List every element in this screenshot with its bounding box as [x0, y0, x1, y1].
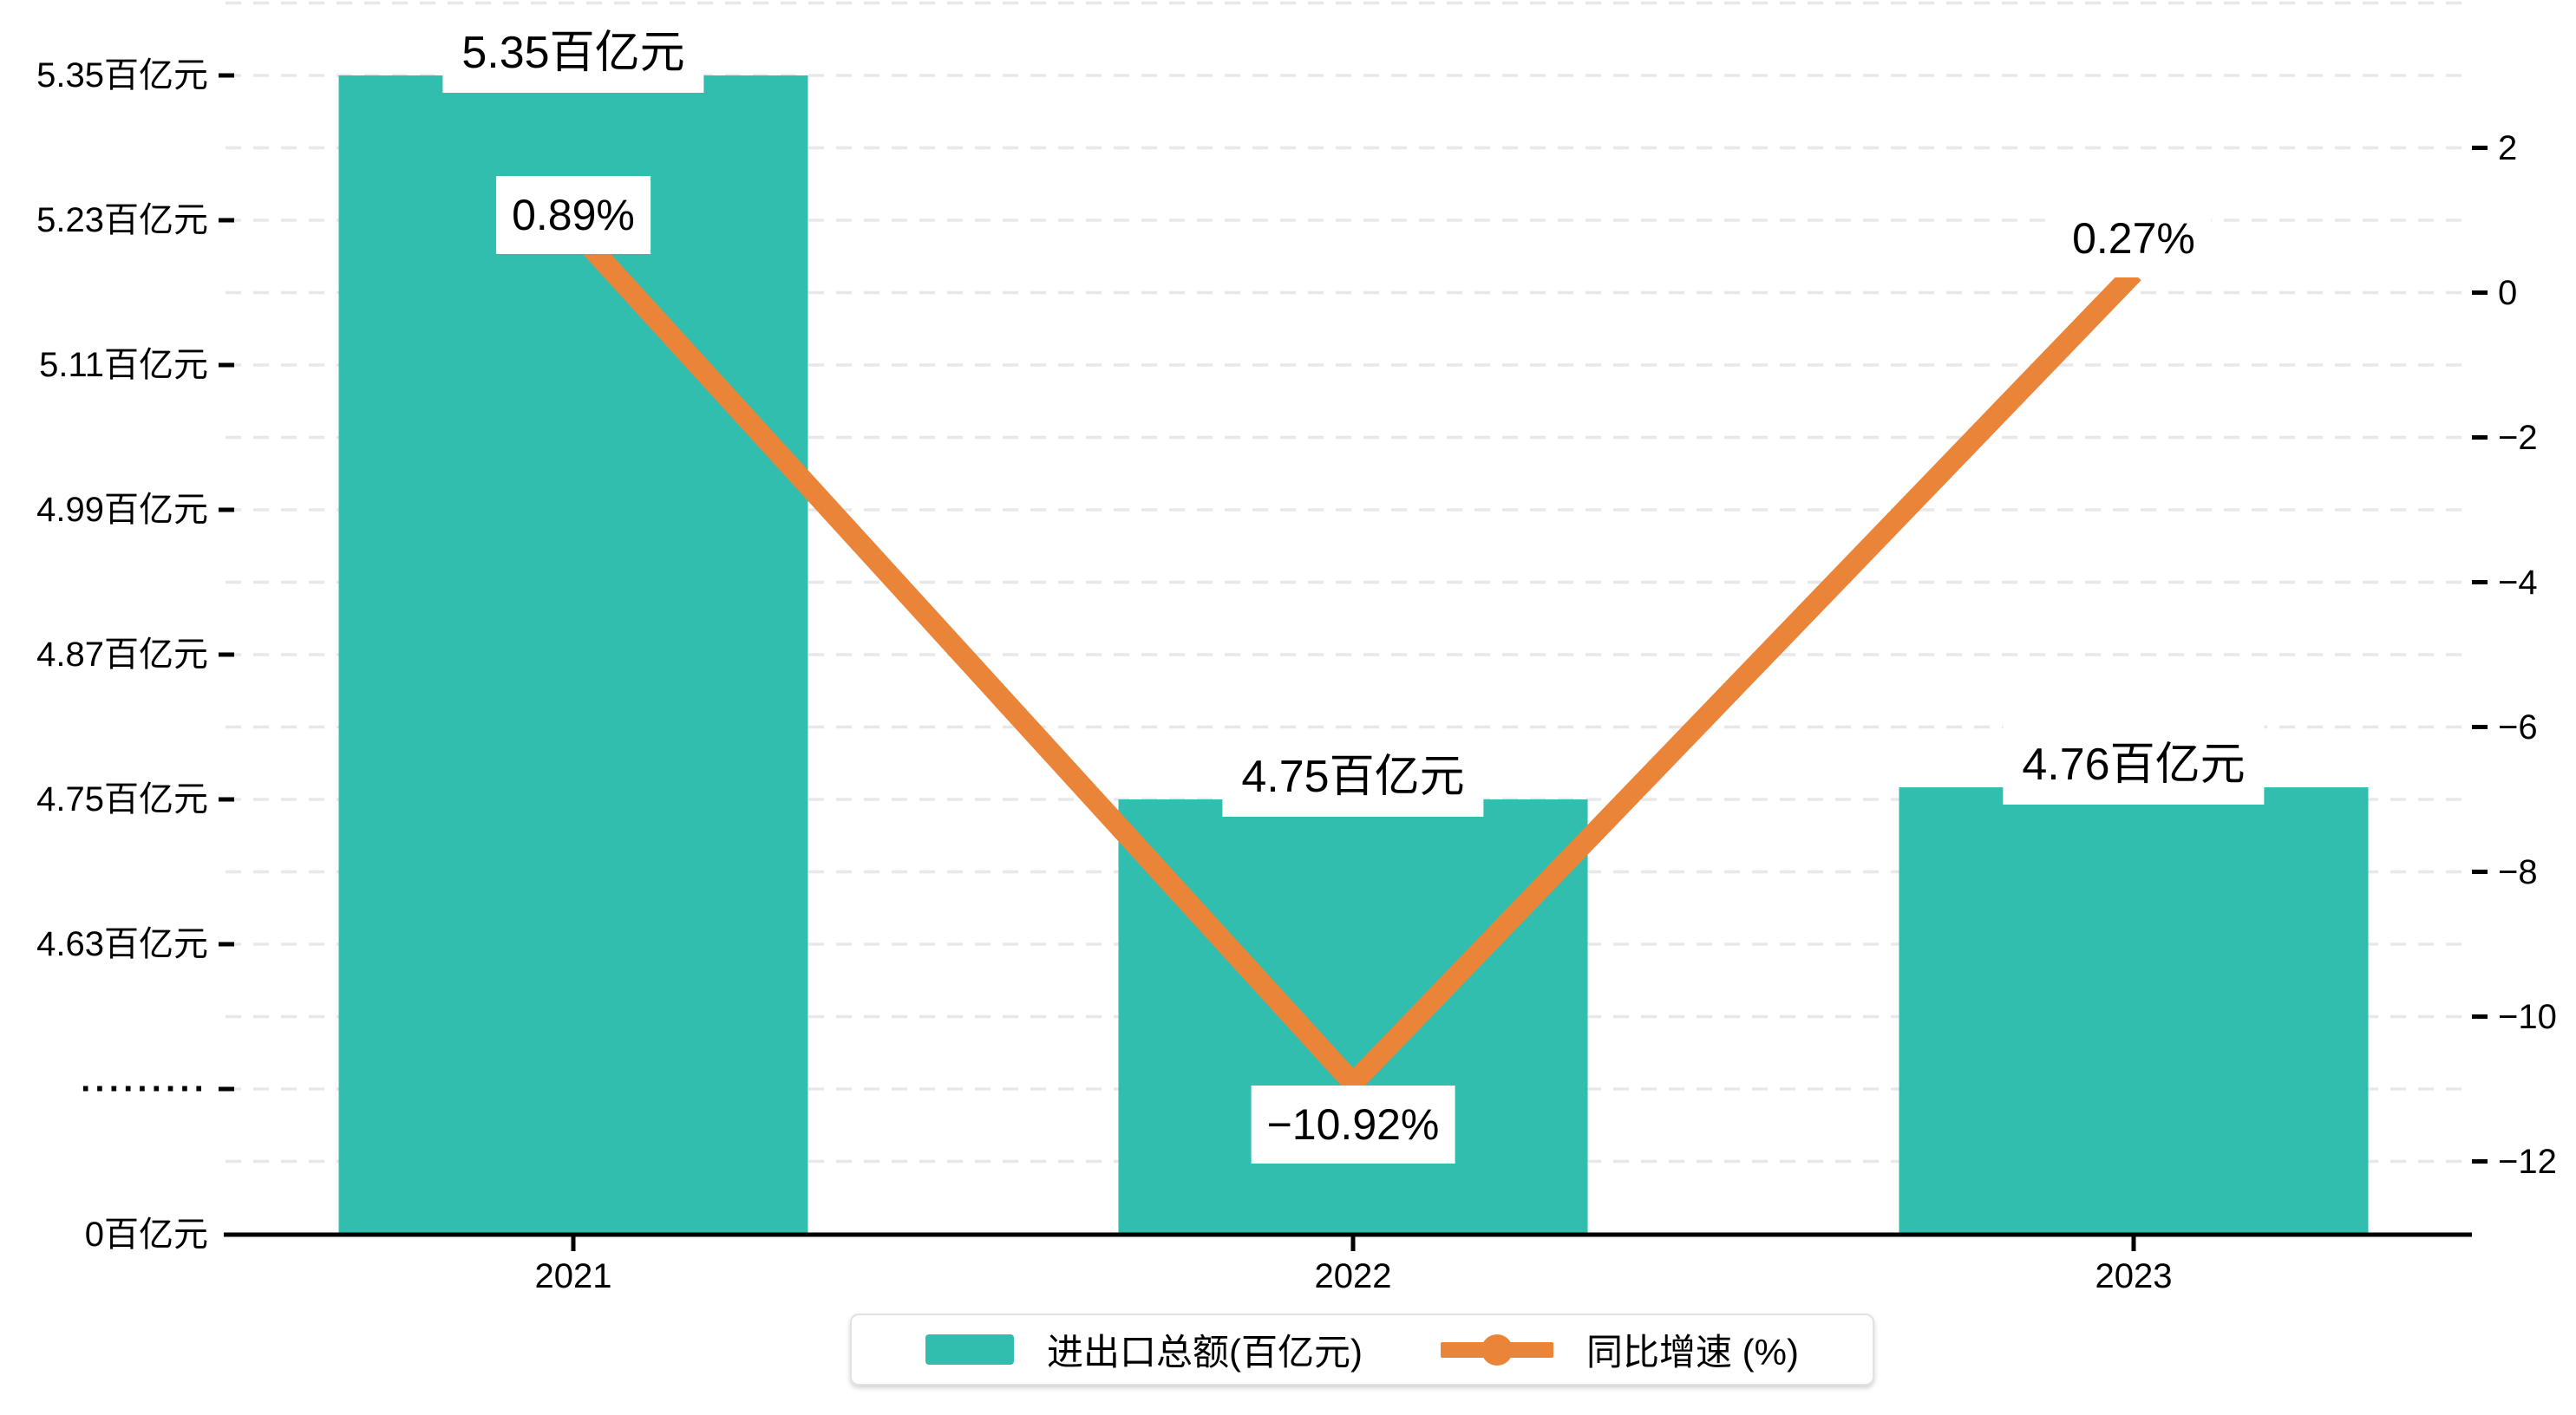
- left-axis-tick: [219, 1086, 234, 1092]
- left-axis-tick-label: 5.23百亿元: [36, 201, 208, 239]
- bar-2023[interactable]: [1899, 787, 2369, 1235]
- line-series-path[interactable]: [566, 221, 2141, 1099]
- bar-value-label: 5.35百亿元: [442, 13, 704, 93]
- line-marker-dot: [1481, 1333, 1513, 1366]
- right-axis-tick-label: −10: [2498, 997, 2557, 1036]
- x-axis-tick: [2131, 1236, 2136, 1251]
- right-axis-tick: [2472, 290, 2488, 295]
- left-axis-tick-label: 4.87百亿元: [36, 636, 208, 674]
- x-axis-category-label: 2022: [1314, 1257, 1392, 1295]
- line-value-label: 0.27%: [2056, 199, 2211, 277]
- left-axis-tick: [219, 797, 234, 802]
- left-axis-tick-label: 4.99百亿元: [36, 491, 208, 529]
- x-axis-line: [224, 1232, 2472, 1237]
- legend-label-bar-series: 进出口总额(百亿元): [1047, 1332, 1363, 1373]
- left-axis-tick-label: ·········: [81, 1070, 208, 1108]
- left-axis-tick-label: 5.35百亿元: [36, 56, 208, 95]
- right-axis-tick-label: −8: [2498, 852, 2538, 891]
- left-axis-tick: [219, 652, 234, 657]
- bar-series-swatch-icon: [925, 1334, 1014, 1365]
- right-axis-tick: [2472, 580, 2488, 584]
- right-axis-tick-label: 0: [2498, 273, 2518, 312]
- right-axis-tick: [2472, 1014, 2488, 1019]
- line-series-marker-icon: [1440, 1333, 1553, 1366]
- right-axis-tick-label: −2: [2498, 418, 2538, 457]
- x-axis-tick: [1350, 1236, 1356, 1251]
- right-axis-tick-label: −12: [2498, 1142, 2557, 1181]
- left-axis-tick-label: 4.63百亿元: [36, 925, 208, 963]
- x-axis-category-label: 2021: [534, 1257, 612, 1295]
- legend-item-bar-series[interactable]: 进出口总额(百亿元): [925, 1323, 1363, 1376]
- bar-2022[interactable]: [1118, 799, 1588, 1235]
- left-axis-tick: [219, 218, 234, 223]
- left-axis-tick: [219, 942, 234, 947]
- bar-value-label: 4.76百亿元: [2003, 725, 2265, 805]
- left-axis-tick-label: 0百亿元: [84, 1216, 208, 1254]
- left-axis-tick: [219, 73, 234, 78]
- right-axis-tick: [2472, 1159, 2488, 1164]
- legend-label-line-series: 同比增速 (%): [1585, 1332, 1799, 1373]
- bar-value-label: 4.75百亿元: [1222, 737, 1484, 817]
- right-axis-tick: [2472, 435, 2488, 440]
- line-value-label: 0.89%: [496, 176, 651, 255]
- left-axis-tick: [219, 362, 234, 368]
- legend-item-line-series[interactable]: 同比增速 (%): [1440, 1323, 1799, 1376]
- x-axis-tick: [571, 1236, 576, 1251]
- right-axis-tick-label: 2: [2498, 128, 2518, 167]
- left-axis-tick: [219, 507, 234, 512]
- right-axis-tick: [2472, 725, 2488, 729]
- right-axis-tick-label: −4: [2498, 563, 2538, 602]
- right-axis-tick: [2472, 146, 2488, 150]
- right-axis-tick-label: −6: [2498, 708, 2538, 747]
- left-axis-tick-label: 4.75百亿元: [36, 780, 208, 818]
- left-axis-tick-label: 5.11百亿元: [39, 346, 208, 384]
- x-axis-category-label: 2023: [2095, 1257, 2173, 1295]
- bar-2021[interactable]: [338, 75, 808, 1235]
- legend: 进出口总额(百亿元) 同比增速 (%): [850, 1314, 1874, 1386]
- line-value-label: −10.92%: [1251, 1086, 1455, 1164]
- right-axis-tick: [2472, 870, 2488, 874]
